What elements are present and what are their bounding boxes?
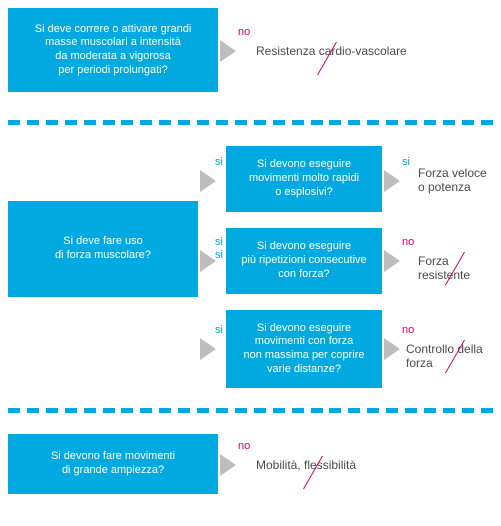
dash-segment [8,120,20,125]
dash-segment [273,408,285,413]
dash-segment [481,408,493,413]
dash-segment [292,120,304,125]
dash-segment [348,120,360,125]
dash-segment [329,408,341,413]
dash-segment [311,120,323,125]
dash-segment [8,408,20,413]
dash-segment [178,120,190,125]
dash-segment [367,120,379,125]
dash-segment [367,408,379,413]
dash-segment [443,408,455,413]
question-box-q_resistente: Si devono eseguire più ripetizioni conse… [226,228,382,294]
question-box-q_cardio: Si deve correre o attivare grandi masse … [8,8,218,92]
arrow-a_forza_3 [200,338,216,360]
arrow-a_forza_1 [200,170,216,192]
dash-segment [197,120,209,125]
dash-segment [235,120,247,125]
edge-label-l_forza_si_1: si [215,156,223,168]
arrow-a_cardio [220,40,236,62]
edge-label-l_resistente_no: no [402,236,414,248]
dash-segment [140,120,152,125]
dash-segment [405,408,417,413]
dash-segment [462,408,474,413]
dash-segment [386,120,398,125]
dash-segment [65,120,77,125]
dash-segment [386,408,398,413]
dash-segment [27,408,39,413]
dash-segment [103,408,115,413]
dash-segment [273,120,285,125]
dash-segment [121,408,133,413]
edge-label-l_veloce_si: si [402,156,410,168]
dash-segment [235,408,247,413]
dash-segment [103,120,115,125]
dash-segment [348,408,360,413]
dash-segment [462,120,474,125]
dash-segment [84,120,96,125]
outcome-o_veloce: Forza veloce o potenza [418,166,487,195]
dash-segment [140,408,152,413]
question-box-q_forza_main: Si deve fare uso di forza muscolare? [8,201,198,297]
dash-segment [424,408,436,413]
dash-segment [121,120,133,125]
arrow-a_mobilita [220,454,236,476]
question-box-q_veloce: Si devono eseguire movimenti molto rapid… [226,146,382,212]
dash-segment [405,120,417,125]
dash-segment [84,408,96,413]
question-box-q_mobilita: Si devono fare movimenti di grande ampie… [8,434,218,494]
dash-segment [329,120,341,125]
dash-segment [443,120,455,125]
edge-label-l_forza_si_3: si [215,324,223,336]
dash-segment [481,120,493,125]
arrow-a_forza_2 [200,250,216,272]
arrow-a_resistente [384,250,400,272]
dash-segment [254,408,266,413]
dash-segment [27,120,39,125]
dash-segment [46,120,58,125]
arrow-a_veloce [384,170,400,192]
question-box-q_controllo: Si devono eseguire movimenti con forza n… [226,310,382,388]
dash-segment [65,408,77,413]
divider-d1 [8,120,493,126]
dash-segment [159,120,171,125]
flowchart-canvas: Si deve correre o attivare grandi masse … [8,8,493,518]
edge-label-l_forza_si_2: si [215,236,223,248]
dash-segment [178,408,190,413]
dash-segment [292,408,304,413]
dash-segment [197,408,209,413]
dash-segment [159,408,171,413]
dash-segment [311,408,323,413]
edge-label-l_cardio_no: no [238,26,250,38]
edge-label-l_forza_si_2b: si [215,249,223,261]
dash-segment [424,120,436,125]
outcome-o_mobilita: Mobilità, flessibilità [256,458,356,472]
dash-segment [216,408,228,413]
divider-d2 [8,408,493,414]
dash-segment [254,120,266,125]
arrow-a_controllo [384,338,400,360]
dash-segment [46,408,58,413]
dash-segment [216,120,228,125]
edge-label-l_controllo_no: no [402,324,414,336]
edge-label-l_mobilita_no: no [238,440,250,452]
